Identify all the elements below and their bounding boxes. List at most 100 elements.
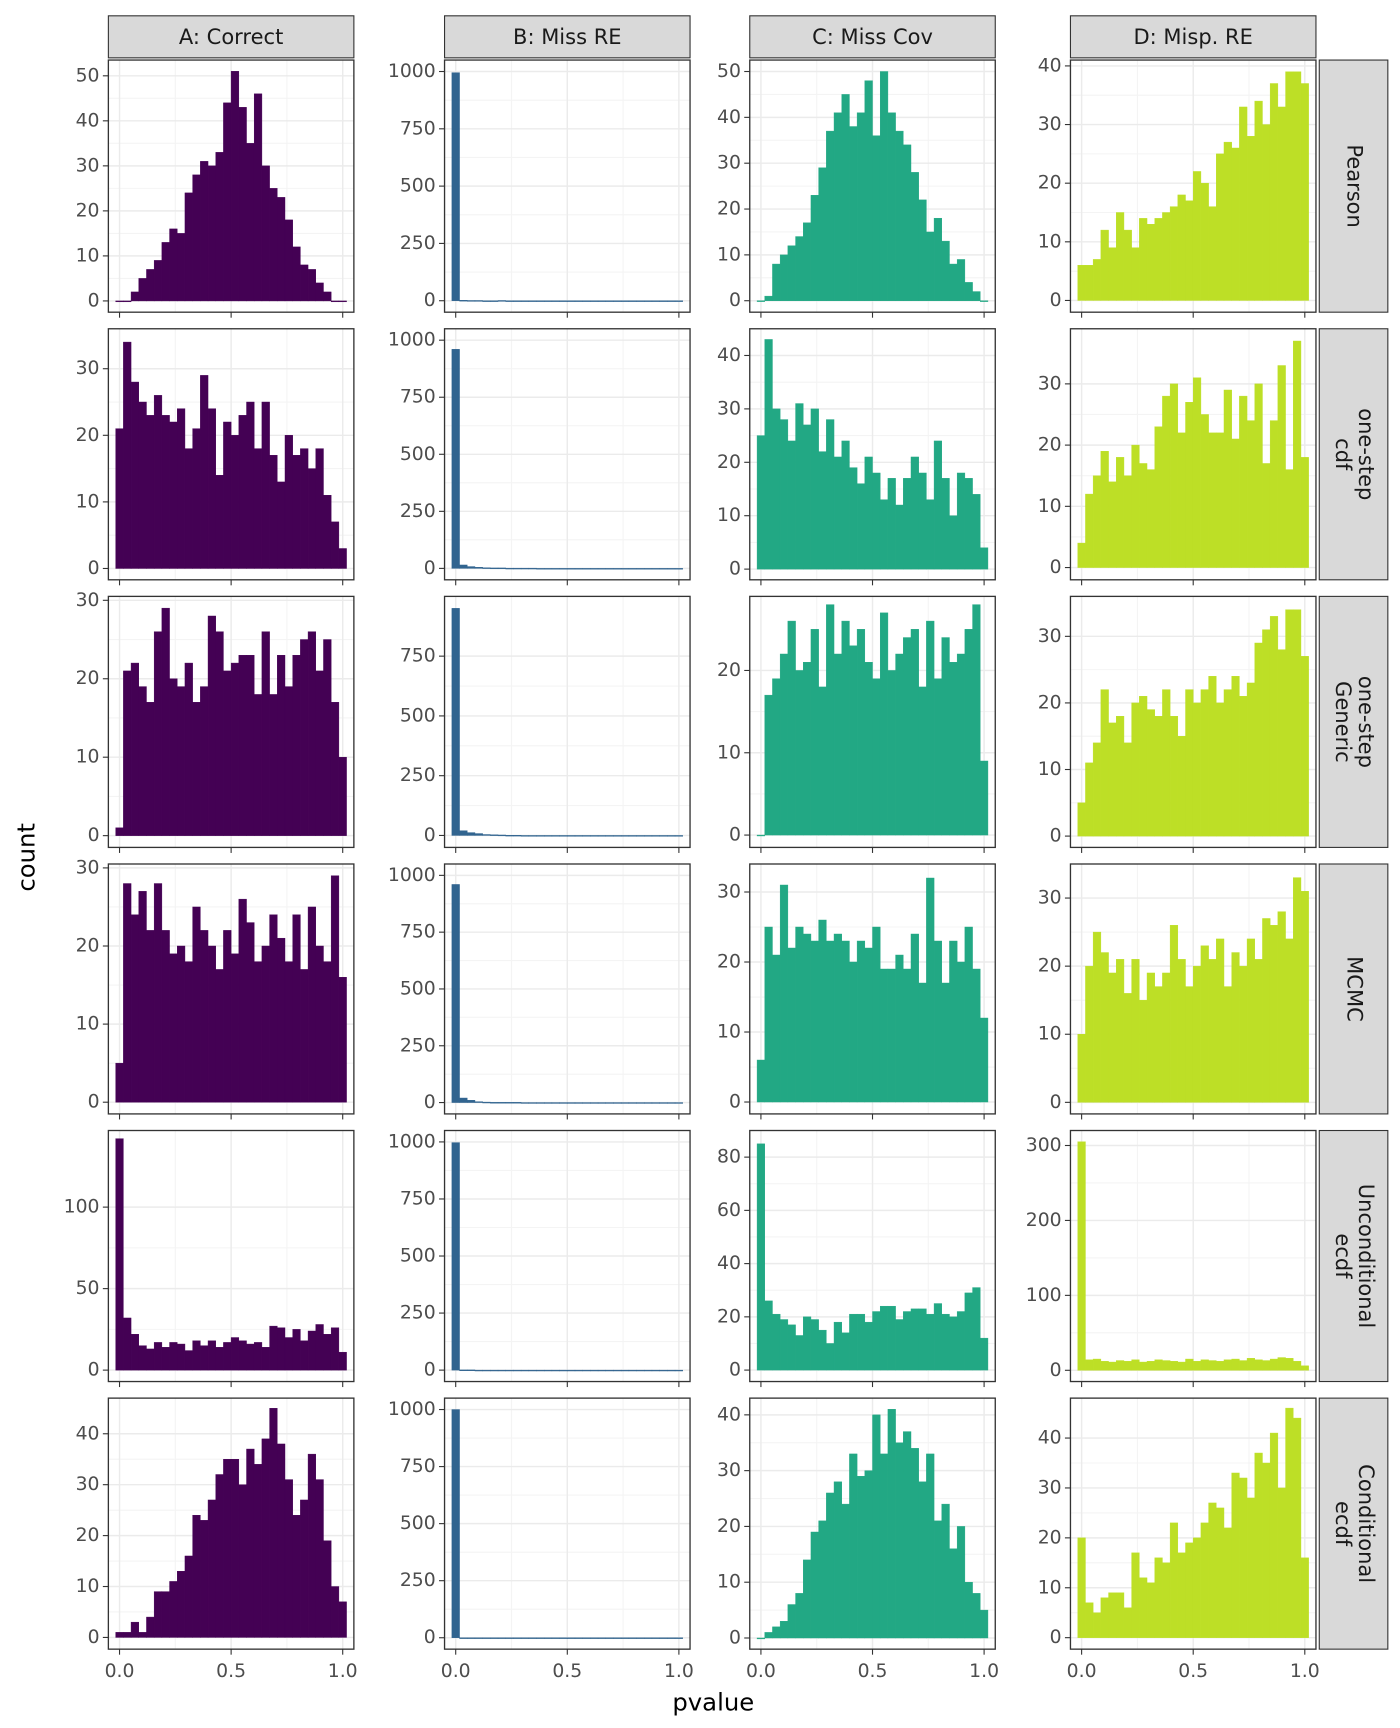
histogram-bar xyxy=(964,1292,973,1371)
histogram-bar xyxy=(1231,438,1240,568)
histogram-bar xyxy=(818,1329,827,1371)
y-tick-label: 10 xyxy=(76,491,100,512)
histogram-bar xyxy=(1277,649,1286,837)
y-tick-label: 250 xyxy=(400,765,436,786)
histogram-bar xyxy=(551,1102,560,1104)
histogram-bar xyxy=(153,883,163,1103)
histogram-bar xyxy=(605,1369,614,1372)
histogram-bar xyxy=(528,567,537,570)
histogram-bar xyxy=(644,835,653,837)
histogram-bar xyxy=(1200,945,1209,1103)
y-tick-label: 0 xyxy=(88,1627,100,1648)
histogram-bar xyxy=(605,300,614,302)
histogram-bar xyxy=(215,152,224,302)
histogram-bar xyxy=(315,670,324,836)
histogram-bar xyxy=(138,891,147,1103)
histogram-bar xyxy=(918,1481,927,1639)
column-strip xyxy=(107,15,355,59)
histogram-bar xyxy=(856,1313,866,1371)
histogram-bar xyxy=(980,760,989,836)
y-tick-label: 0 xyxy=(88,1092,100,1113)
histogram-bar xyxy=(1254,642,1263,837)
histogram-bar xyxy=(459,1637,468,1639)
y-tick-label: 30 xyxy=(1038,1477,1062,1498)
histogram-bar xyxy=(779,653,789,836)
histogram-bar xyxy=(497,300,506,302)
histogram-bar xyxy=(169,421,178,569)
histogram-bar xyxy=(1231,1472,1240,1638)
histogram-bar xyxy=(764,1300,773,1371)
histogram-bar xyxy=(482,1637,491,1639)
histogram-bar xyxy=(567,568,576,570)
histogram-bar xyxy=(667,1102,676,1104)
histogram-bar xyxy=(1154,986,1163,1103)
histogram-bar xyxy=(1108,1361,1117,1371)
histogram-bar xyxy=(253,93,263,302)
histogram-bar xyxy=(536,1369,545,1372)
y-tick-label: 250 xyxy=(400,233,436,254)
histogram-bar xyxy=(223,1459,232,1638)
y-tick-label: 20 xyxy=(76,1525,100,1546)
histogram-bar xyxy=(474,1637,483,1639)
histogram-bar xyxy=(582,1369,591,1372)
row-strip xyxy=(1318,1129,1389,1383)
y-tick-label: 40 xyxy=(717,1404,741,1425)
histogram-bar xyxy=(1192,965,1202,1103)
histogram-bar xyxy=(949,263,958,301)
histogram-bar xyxy=(130,1334,139,1371)
histogram-bar xyxy=(659,568,668,570)
histogram-bar xyxy=(933,678,942,836)
row-strip xyxy=(1318,328,1389,581)
y-tick-label: 0 xyxy=(424,558,436,579)
histogram-bar xyxy=(1254,959,1263,1103)
histogram-bar xyxy=(841,94,850,301)
histogram-bar xyxy=(903,1431,912,1639)
panel-border xyxy=(443,59,691,313)
y-tick-label: 30 xyxy=(76,155,100,176)
row-strip xyxy=(1318,863,1389,1115)
histogram-bar xyxy=(338,300,347,303)
y-tick-label: 20 xyxy=(1038,956,1062,977)
y-axis-title: count xyxy=(12,823,41,892)
histogram-bar xyxy=(1246,1497,1256,1638)
histogram-bar xyxy=(184,448,193,569)
y-tick-label: 0 xyxy=(1050,1627,1062,1648)
histogram-bar xyxy=(879,1453,889,1639)
histogram-bar xyxy=(1108,1592,1117,1638)
y-tick-label: 20 xyxy=(1038,692,1062,713)
histogram-bar xyxy=(841,620,850,836)
histogram-bar xyxy=(864,947,873,1103)
histogram-bar xyxy=(223,670,232,836)
panel-border xyxy=(749,328,996,581)
histogram-bar xyxy=(590,1102,599,1104)
histogram-bar xyxy=(323,1334,332,1371)
histogram-bar xyxy=(315,1324,324,1371)
histogram-bar xyxy=(551,300,560,302)
histogram-bar xyxy=(169,1581,178,1638)
histogram-bar xyxy=(215,969,224,1103)
histogram-bar xyxy=(574,300,583,302)
histogram-bar xyxy=(772,408,781,570)
histogram-bar xyxy=(551,1637,560,1639)
histogram-bar xyxy=(1200,1522,1209,1638)
histogram-bar xyxy=(810,408,819,570)
histogram-bar xyxy=(803,222,812,301)
histogram-bar xyxy=(1108,972,1117,1103)
histogram-bar xyxy=(674,1637,683,1639)
histogram-bar xyxy=(1192,171,1202,301)
histogram-bar xyxy=(246,654,255,836)
x-tick-label: 0.5 xyxy=(858,1661,888,1682)
histogram-bar xyxy=(674,1369,683,1372)
histogram-bar xyxy=(146,269,155,302)
y-tick-label: 20 xyxy=(1038,173,1062,194)
histogram-bar xyxy=(1269,616,1279,837)
histogram-bar xyxy=(1185,1358,1194,1371)
row-strip xyxy=(1318,59,1389,313)
histogram-bar xyxy=(269,188,278,302)
histogram-bar xyxy=(330,875,340,1103)
histogram-bar xyxy=(200,686,209,836)
histogram-bar xyxy=(964,282,973,301)
histogram-bar xyxy=(674,300,683,302)
histogram-bar xyxy=(1208,1360,1217,1371)
histogram-bar xyxy=(1108,722,1117,837)
